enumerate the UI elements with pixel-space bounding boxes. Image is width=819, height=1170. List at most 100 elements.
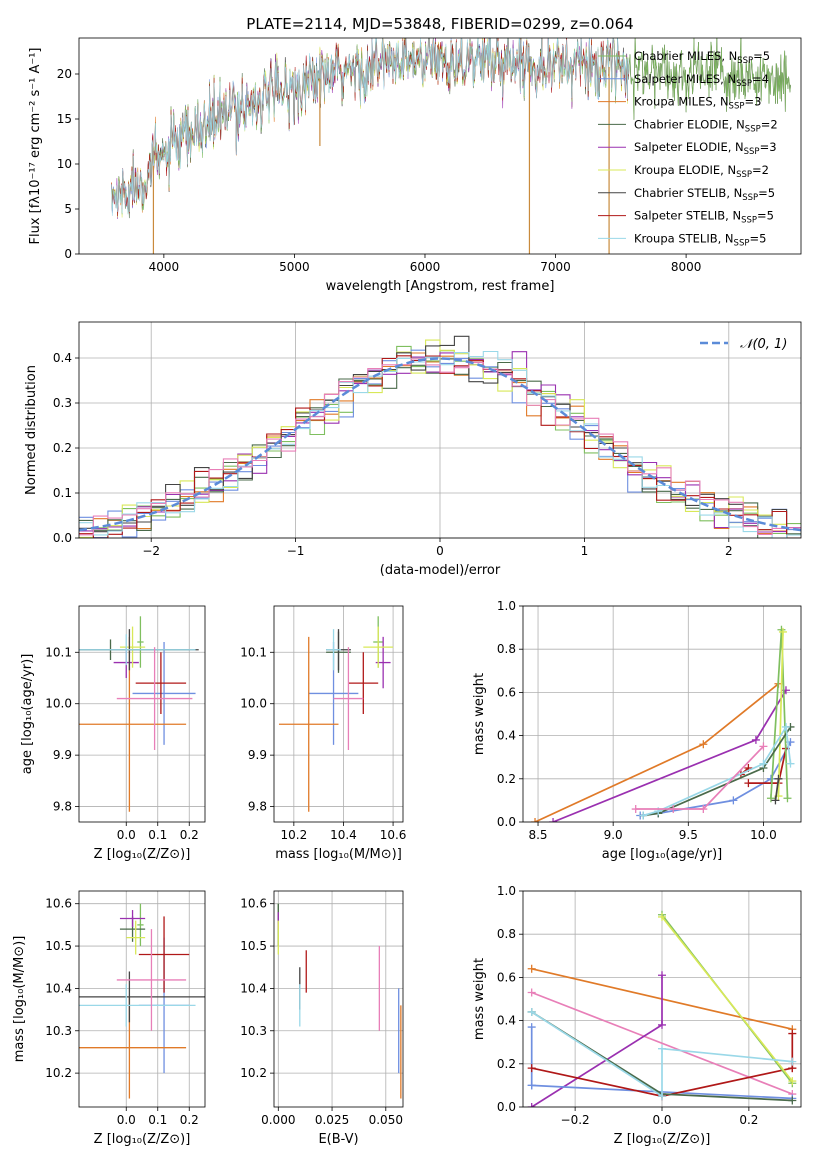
plot-area — [531, 625, 795, 822]
weight-marker — [751, 735, 760, 744]
weight-line — [643, 726, 792, 817]
plot-area — [278, 616, 394, 812]
y-tick-label: 10.0 — [240, 697, 267, 711]
y-tick-label: 0.4 — [497, 729, 516, 743]
x-axis-label: age [log₁₀(age/yr)] — [602, 847, 723, 862]
errorbar-point — [116, 647, 193, 750]
spectrum-line — [111, 38, 629, 216]
y-tick-label: 10.3 — [45, 1024, 72, 1038]
weight-marker — [778, 627, 787, 636]
x-tick-label: 8.5 — [528, 828, 547, 842]
errorbar-point — [333, 647, 364, 750]
panel-mass_vs_Z: 0.0 0.1 0.2 10.2 10.3 10.4 10.5 10.6 Z [log₁₀(Z/… — [12, 890, 206, 1147]
y-tick-label: 9.8 — [53, 800, 72, 814]
weight-marker — [658, 1020, 666, 1029]
x-tick-label: 0.1 — [148, 828, 167, 842]
y-tick-label: 10.2 — [240, 1066, 267, 1080]
y-tick-label: 0.8 — [497, 927, 516, 941]
x-tick-label: 10.2 — [280, 828, 307, 842]
y-tick-label: 10.6 — [240, 897, 267, 911]
panel-residuals: −2 −1 0 1 2 0.0 0.1 0.2 0.3 0.4 (data-model)/error… — [24, 321, 802, 578]
weight-marker — [781, 722, 790, 731]
plot-area — [79, 903, 205, 1099]
x-tick-label: 10.4 — [330, 828, 357, 842]
weight-marker — [669, 805, 678, 814]
errorbar-point — [79, 984, 196, 1027]
errorbar-point — [119, 626, 146, 668]
x-tick-label: 6000 — [410, 260, 441, 274]
y-tick-label: 0.6 — [497, 685, 516, 699]
axes-frame — [522, 890, 802, 1108]
y-axis-label: mass weight — [472, 673, 487, 755]
weight-marker — [729, 796, 738, 805]
weight-marker — [527, 1103, 536, 1107]
plot-area — [527, 910, 797, 1107]
y-tick-label: 0.2 — [497, 772, 516, 786]
weight-marker — [759, 742, 768, 751]
axes-frame — [78, 605, 206, 823]
y-tick-label: 10.5 — [45, 939, 72, 953]
weight-line — [661, 916, 793, 1082]
x-tick-label: 0.000 — [261, 1113, 295, 1127]
errorbar-point — [126, 920, 146, 955]
x-tick-label: 0 — [436, 544, 444, 558]
x-tick-label: 7000 — [540, 260, 571, 274]
weight-marker — [788, 1057, 797, 1066]
x-tick-label: 0.025 — [315, 1113, 349, 1127]
weight-marker — [699, 805, 708, 814]
weight-marker — [527, 1007, 536, 1016]
weight-marker — [531, 818, 540, 822]
residual-histogram — [79, 335, 801, 538]
weight-marker — [527, 1064, 536, 1073]
legend-label: Salpeter MILES, NSSP=4 — [634, 72, 769, 89]
weight-marker — [527, 964, 536, 973]
weight-marker — [766, 794, 775, 803]
weight-marker — [527, 1023, 536, 1032]
weight-marker — [744, 779, 753, 788]
legend-label: Chabrier ELODIE, NSSP=2 — [634, 117, 778, 134]
y-tick-label: 10.2 — [45, 1066, 72, 1080]
y-tick-label: 20 — [57, 67, 72, 81]
weight-marker — [788, 1029, 797, 1038]
y-tick-label: 10.5 — [240, 939, 267, 953]
panel-mass_vs_ebv: 0.000 0.025 0.050 10.2 10.3 10.4 10.5 10.6 E(B-V… — [240, 890, 404, 1147]
weight-marker — [759, 759, 768, 768]
legend-label: Salpeter ELODIE, NSSP=3 — [634, 140, 777, 157]
errorbar-point — [137, 616, 144, 668]
legend: 𝒩(0, 1) — [700, 337, 787, 352]
y-tick-label: 1.0 — [497, 599, 516, 613]
x-axis-label: mass [log₁₀(M/M⊙)] — [275, 847, 402, 862]
axes-frame — [273, 605, 404, 823]
x-tick-label: 0.050 — [369, 1113, 403, 1127]
x-axis-label: wavelength [Angstrom, rest frame] — [326, 279, 555, 294]
weight-line — [635, 745, 765, 810]
legend: Chabrier MILES, NSSP=5 Salpeter MILES, NS… — [598, 49, 778, 248]
errorbar-point — [79, 634, 196, 666]
y-axis-label: Normed distribution — [24, 365, 39, 495]
x-tick-label: 10.0 — [750, 828, 777, 842]
x-tick-label: 10.6 — [380, 828, 407, 842]
y-axis-label: age [log₁₀(age/yr)] — [20, 654, 35, 775]
weight-marker — [527, 1081, 536, 1090]
y-tick-label: 0 — [64, 247, 72, 261]
errorbar-point — [348, 652, 379, 714]
y-tick-label: 0.4 — [53, 351, 72, 365]
x-tick-label: 2 — [725, 544, 733, 558]
x-tick-label: 0.2 — [180, 1113, 199, 1127]
weight-marker — [658, 971, 666, 980]
panel-massweight_vs_age: 8.5 9.0 9.5 10.0 0.0 0.2 0.4 0.6 0.8 1.0 age [log₁… — [472, 599, 802, 862]
legend-label: Kroupa STELIB, NSSP=5 — [634, 231, 766, 248]
errorbar-point — [326, 629, 341, 671]
weight-marker — [786, 759, 795, 768]
y-tick-label: 0.2 — [497, 1057, 516, 1071]
y-axis-label: mass [log₁₀(M/M⊙)] — [12, 936, 27, 1063]
y-tick-label: 10.4 — [45, 981, 72, 995]
x-tick-label: 5000 — [279, 260, 310, 274]
x-tick-label: −0.2 — [561, 1113, 590, 1127]
x-tick-label: 1 — [581, 544, 589, 558]
y-tick-label: 10.1 — [45, 645, 72, 659]
weight-marker — [766, 774, 775, 783]
panel-massweight_vs_Z: −0.2 0.0 0.2 0.0 0.2 0.4 0.6 0.8 1.0 Z [log₁₀(Z/Z… — [472, 884, 802, 1147]
weight-series — [527, 1023, 536, 1090]
